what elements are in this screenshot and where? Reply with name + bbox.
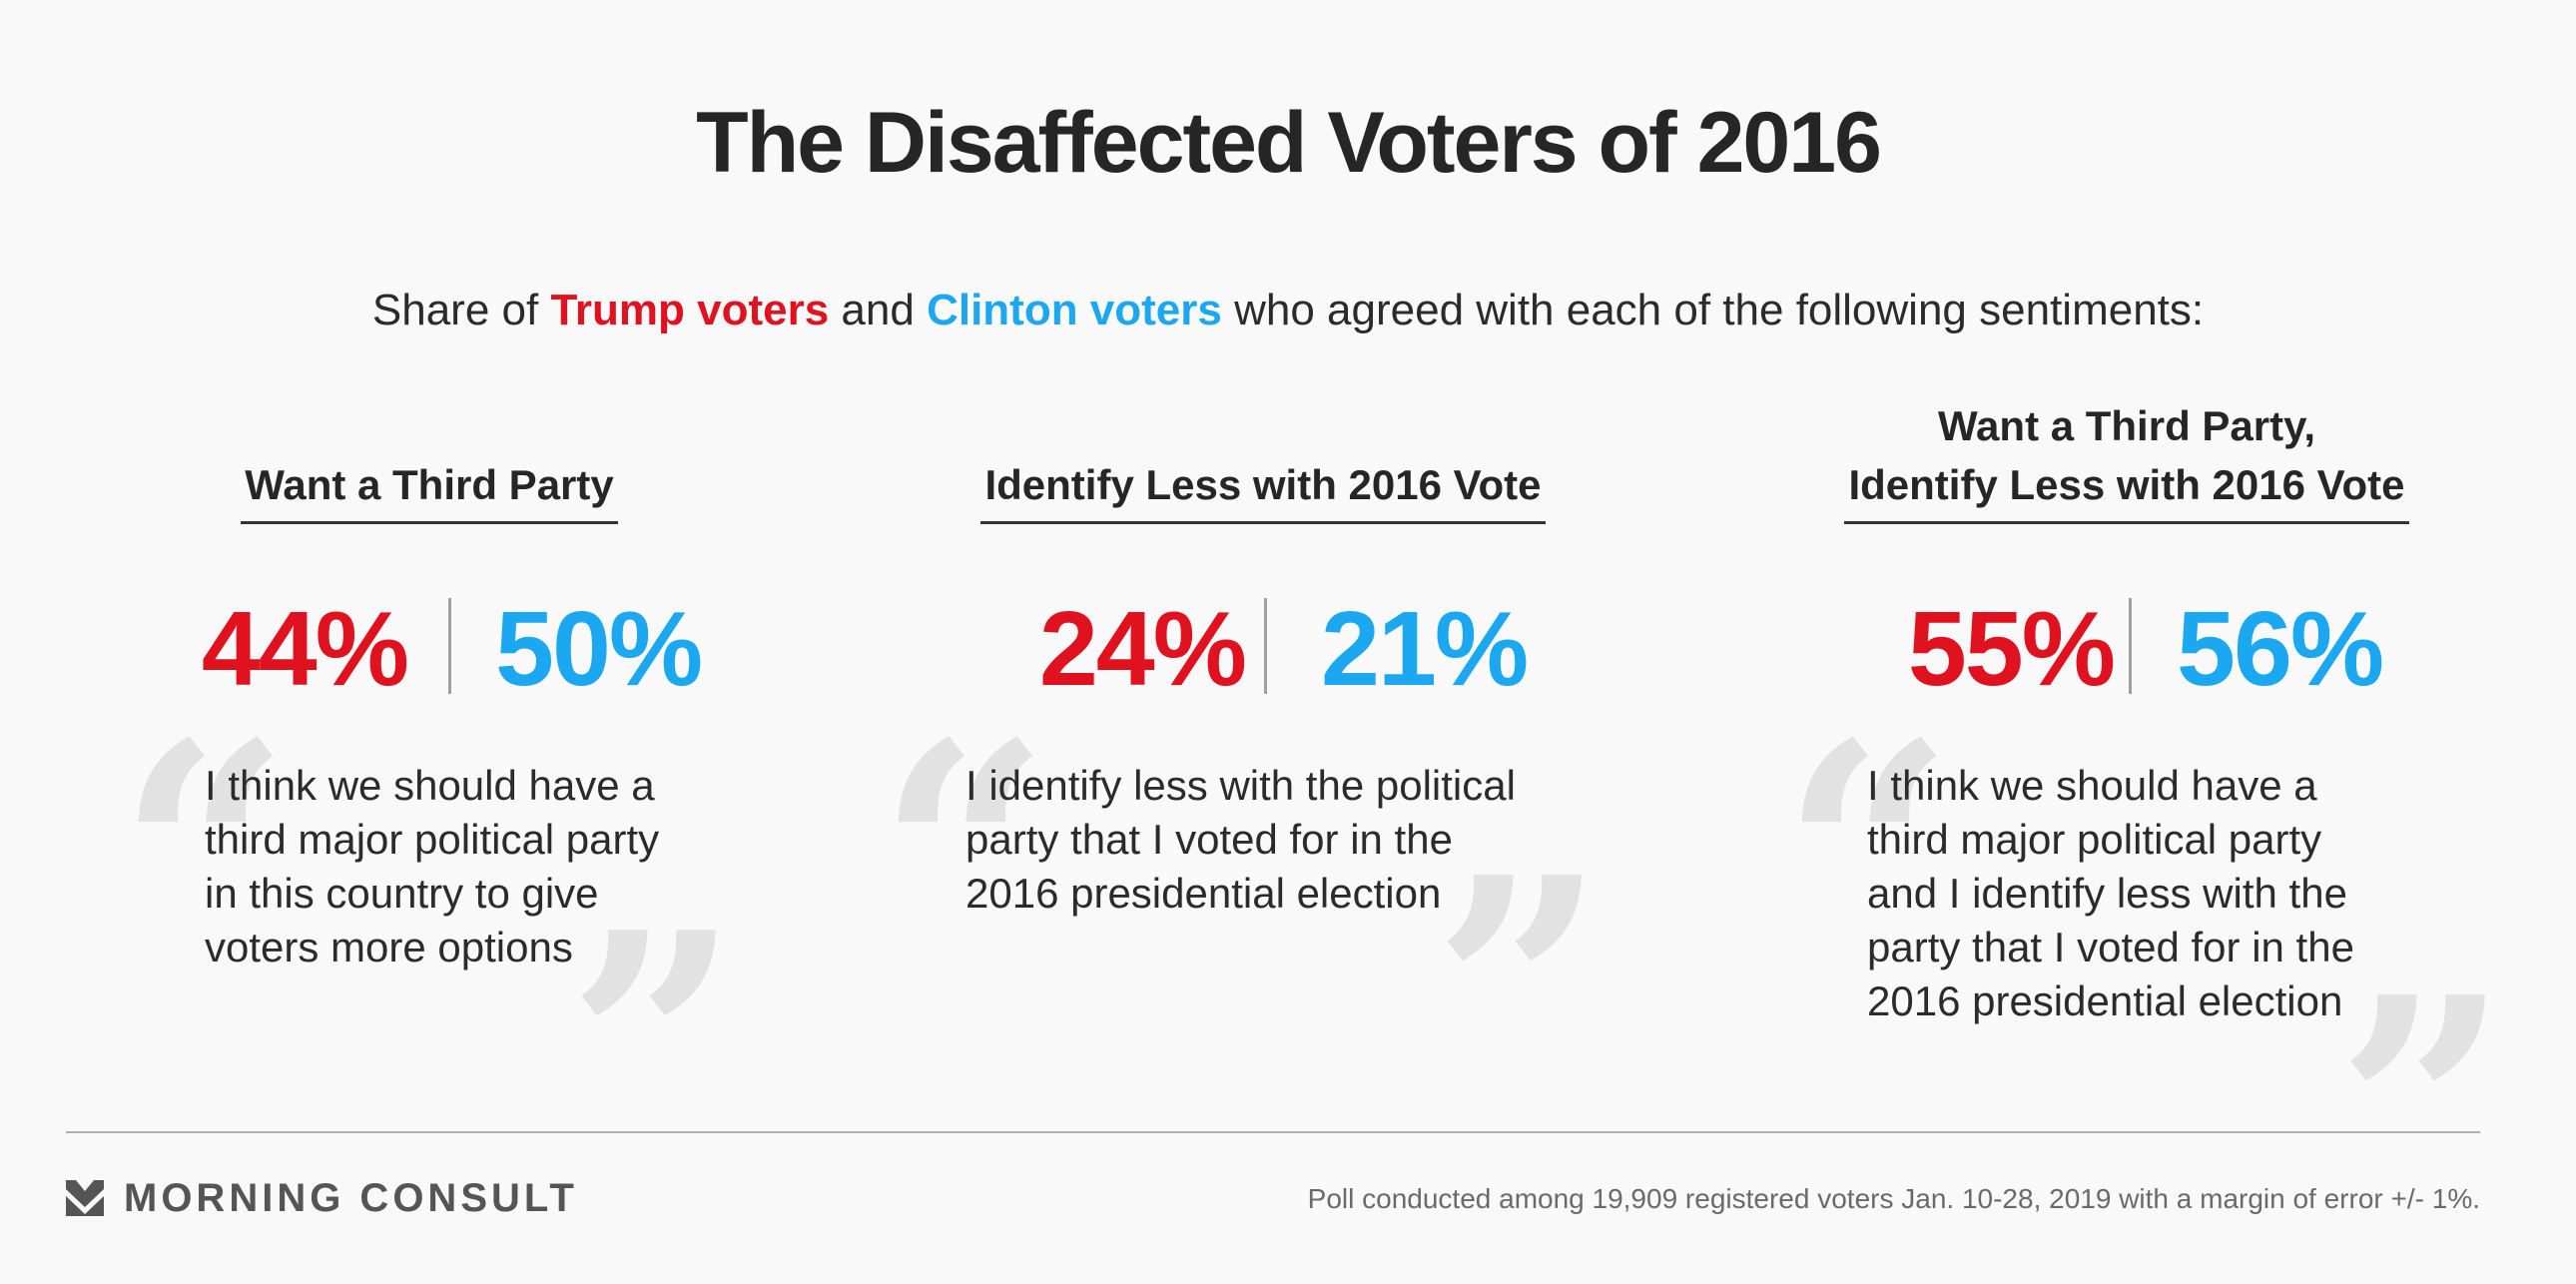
quote-line: third major political party xyxy=(205,816,660,863)
legend-clinton-voters: Clinton voters xyxy=(927,286,1222,334)
panel-stats: 44% 50% xyxy=(0,594,859,704)
panel-heading-line: Identify Less with 2016 Vote xyxy=(1848,461,2405,509)
panel-third-party-and-identify-less: Want a Third Party, Identify Less with 2… xyxy=(1697,399,2556,1257)
stat-divider xyxy=(1264,598,1267,694)
close-quote-icon: ” xyxy=(567,867,740,1219)
clinton-percent-value: 21% xyxy=(1321,590,1529,708)
panel-heading-text: Identify Less with 2016 Vote xyxy=(980,456,1546,524)
panel-identify-less: Identify Less with 2016 Vote 24% 21% “ ”… xyxy=(834,399,1692,1137)
quote-line: voters more options xyxy=(205,924,573,970)
trump-percent-value: 24% xyxy=(1038,590,1247,708)
panel-heading-text: Want a Third Party, Identify Less with 2… xyxy=(1844,397,2409,524)
panel-heading-line: Want a Third Party, xyxy=(1937,402,2316,450)
open-quote-icon: “ xyxy=(118,677,291,1029)
open-quote-icon: “ xyxy=(1781,677,1954,1029)
legend-trump-voters: Trump voters xyxy=(550,286,830,334)
chart-subtitle: Share of Trump voters and Clinton voters… xyxy=(0,285,2576,337)
brand-logo: MORNING CONSULT xyxy=(66,1173,578,1223)
panel-heading: Want a Third Party xyxy=(0,399,859,524)
subtitle-suffix: who agreed with each of the following se… xyxy=(1221,286,2205,334)
open-quote-icon: “ xyxy=(878,677,1050,1029)
quote-line: I identify less with the political xyxy=(966,762,1516,809)
close-quote-icon: ” xyxy=(1433,812,1606,1164)
quote-line: and I identify less with the xyxy=(1867,870,2347,917)
stat-divider xyxy=(2129,598,2132,694)
panel-want-third-party: Want a Third Party 44% 50% “ ” I think w… xyxy=(0,399,859,1192)
morning-consult-logo-icon xyxy=(66,1180,104,1216)
panel-heading-line: Identify Less with 2016 Vote xyxy=(984,461,1542,509)
panel-heading: Want a Third Party, Identify Less with 2… xyxy=(1697,399,2556,524)
close-quote-icon: ” xyxy=(2336,932,2509,1284)
quote-line: party that I voted for in the xyxy=(966,816,1453,863)
quote-line: third major political party xyxy=(1867,816,2322,863)
panel-stats: 24% 21% xyxy=(834,594,1692,704)
subtitle-middle: and xyxy=(829,286,928,334)
clinton-percent-value: 56% xyxy=(2177,590,2384,708)
quote-text: I think we should have a third major pol… xyxy=(205,759,659,974)
quote-line: 2016 presidential election xyxy=(1867,977,2343,1024)
brand-name: MORNING CONSULT xyxy=(124,1175,578,1220)
panel-heading: Identify Less with 2016 Vote xyxy=(834,399,1692,524)
quote-line: in this country to give xyxy=(205,870,599,917)
subtitle-prefix: Share of xyxy=(371,286,551,334)
clinton-percent-value: 50% xyxy=(495,590,703,708)
quote-line: 2016 presidential election xyxy=(966,870,1442,917)
trump-percent-value: 55% xyxy=(1907,590,2116,708)
quote-text: I think we should have a third major pol… xyxy=(1867,759,2354,1028)
quote-line: party that I voted for in the xyxy=(1867,924,2354,970)
trump-percent-value: 44% xyxy=(201,590,409,708)
stat-divider xyxy=(448,598,451,694)
quote-line: I think we should have a xyxy=(205,762,655,809)
panel-heading-line: Want a Third Party xyxy=(245,461,614,509)
panel-heading-text: Want a Third Party xyxy=(241,456,618,524)
panel-stats: 55% 56% xyxy=(1697,594,2556,704)
quote-text: I identify less with the political party… xyxy=(966,759,1516,921)
footer-divider xyxy=(66,1131,2480,1133)
chart-title: The Disaffected Voters of 2016 xyxy=(696,95,1882,191)
quote-line: I think we should have a xyxy=(1867,762,2317,809)
poll-footnote: Poll conducted among 19,909 registered v… xyxy=(1307,1183,2480,1214)
